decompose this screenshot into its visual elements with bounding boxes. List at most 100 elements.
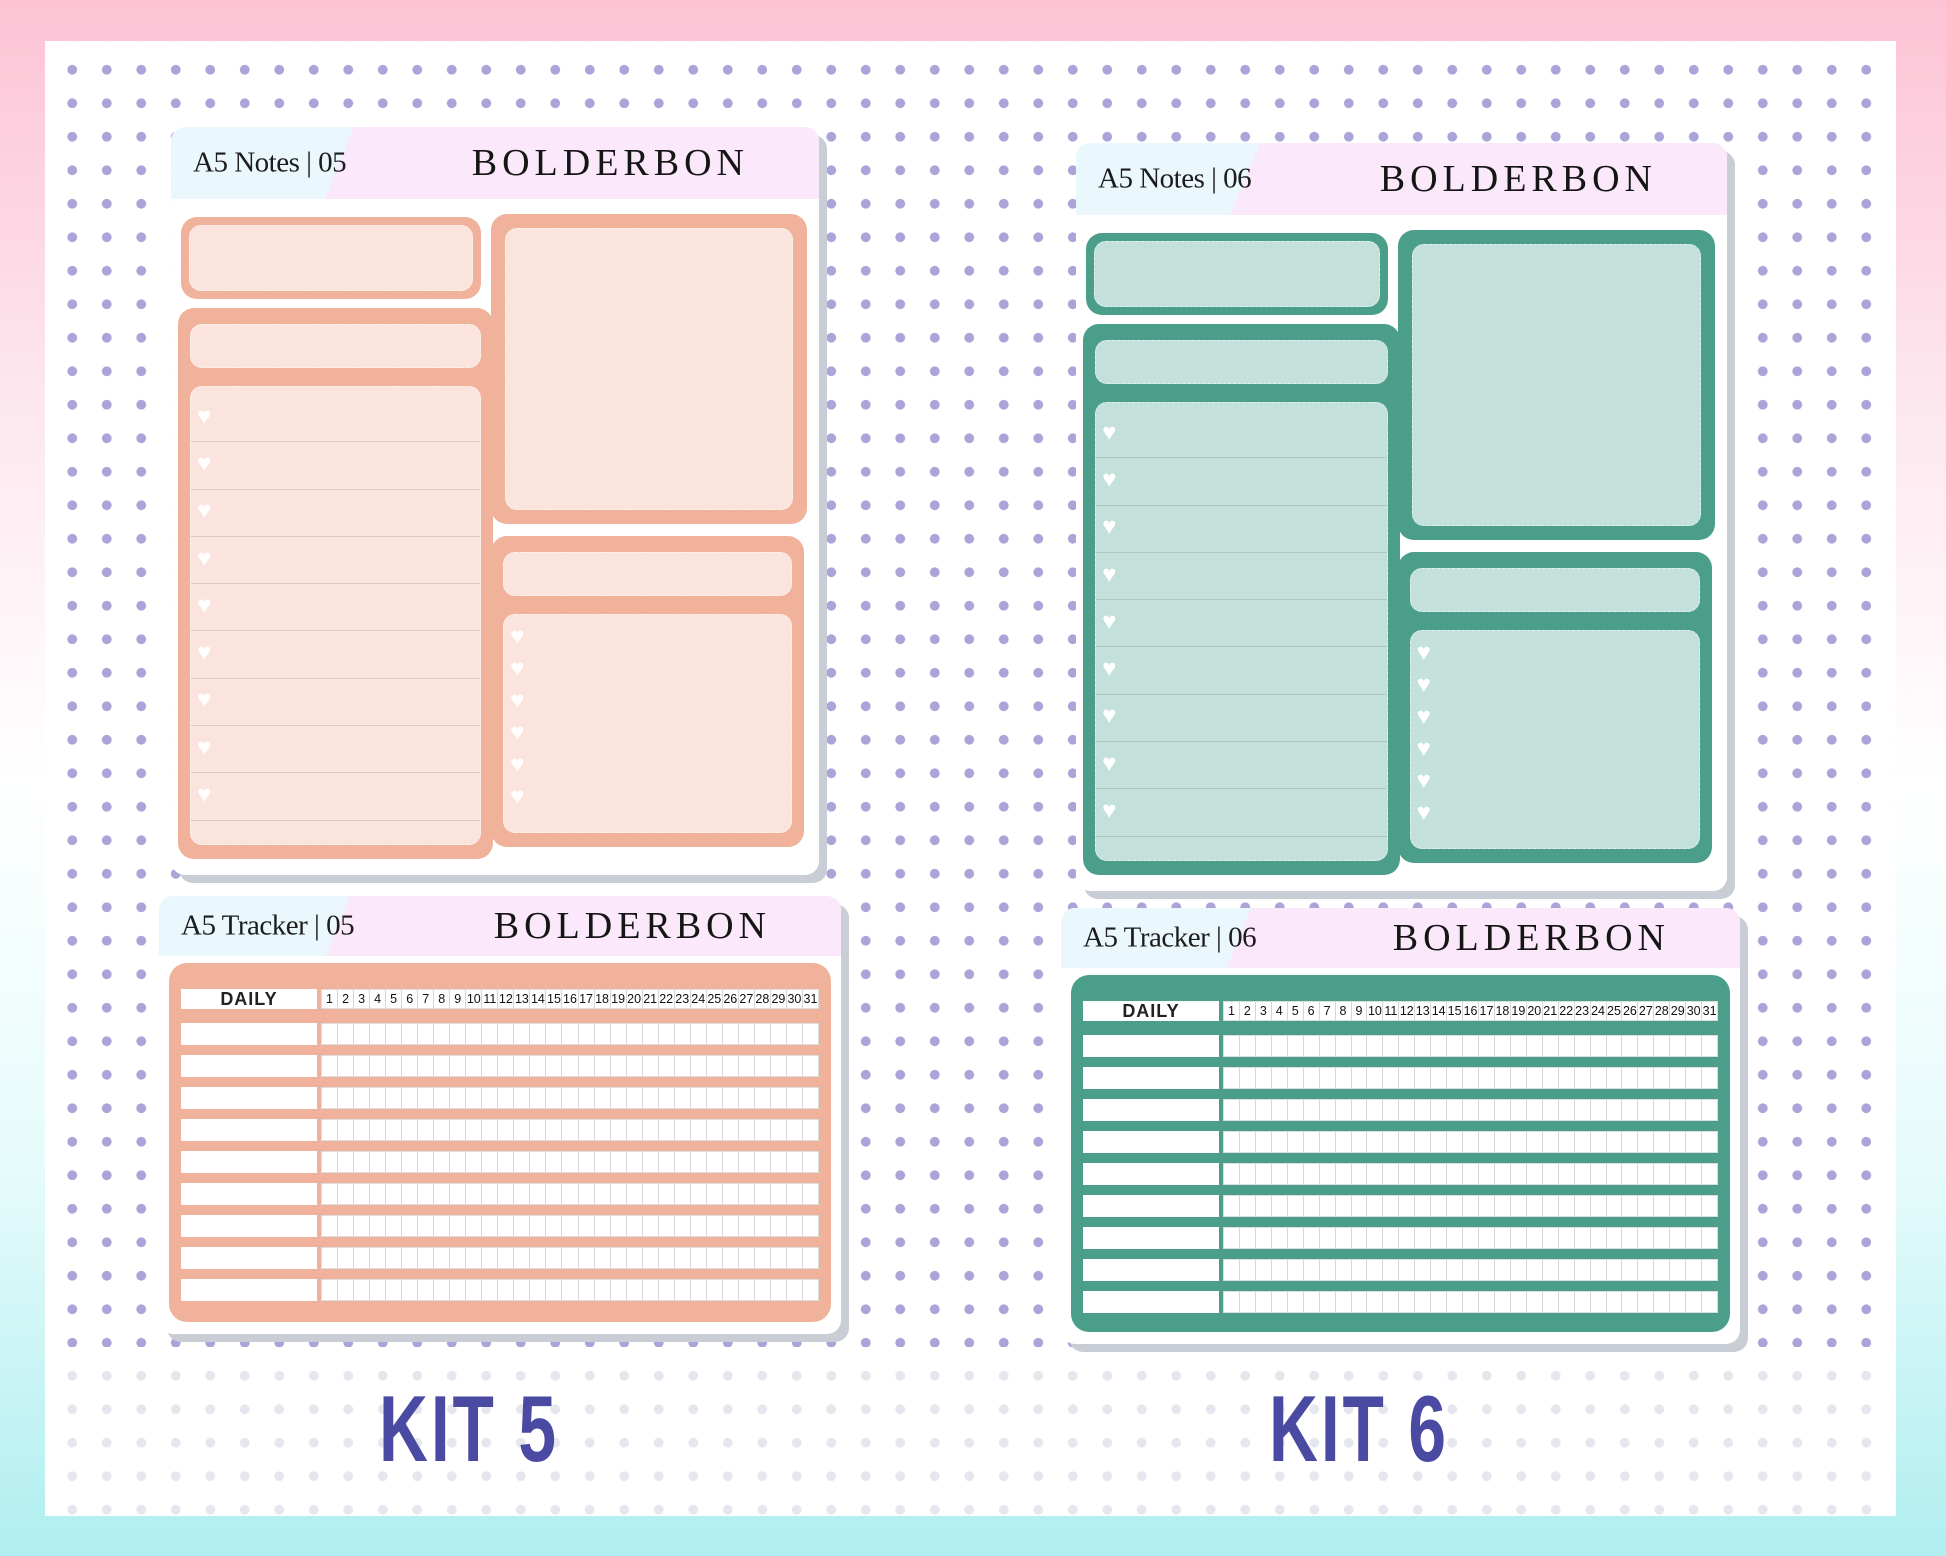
day-checkbox[interactable]	[1352, 1228, 1368, 1248]
day-checkbox[interactable]	[1607, 1196, 1623, 1216]
day-checkbox[interactable]	[338, 1088, 355, 1108]
day-checkbox[interactable]	[1559, 1228, 1575, 1248]
day-checkbox[interactable]	[562, 1088, 579, 1108]
day-checkbox[interactable]	[1638, 1196, 1655, 1216]
day-checkbox[interactable]	[1399, 1260, 1416, 1280]
day-checkbox[interactable]	[482, 1088, 499, 1108]
day-checkbox[interactable]	[1256, 1228, 1272, 1248]
day-checkbox[interactable]	[739, 1184, 755, 1204]
day-checkbox[interactable]	[787, 1280, 803, 1300]
day-checkbox[interactable]	[1288, 1260, 1304, 1280]
day-checkbox[interactable]	[1431, 1068, 1448, 1088]
day-checkbox[interactable]	[402, 1152, 419, 1172]
day-checkbox[interactable]	[1288, 1164, 1304, 1184]
day-checkbox[interactable]	[723, 1024, 739, 1044]
day-checkbox[interactable]	[1511, 1292, 1527, 1312]
day-checkbox[interactable]	[498, 1152, 515, 1172]
day-checkbox[interactable]	[1622, 1100, 1639, 1120]
day-checkbox[interactable]	[755, 1120, 771, 1140]
day-checkbox[interactable]	[402, 1120, 419, 1140]
day-checkbox[interactable]	[418, 1024, 435, 1044]
day-checkbox[interactable]	[1431, 1132, 1448, 1152]
day-checkbox[interactable]	[498, 1024, 515, 1044]
day-checkbox[interactable]	[595, 1152, 611, 1172]
day-checkbox[interactable]	[1240, 1132, 1256, 1152]
day-checkbox[interactable]	[1463, 1132, 1479, 1152]
day-checkbox[interactable]	[1383, 1292, 1400, 1312]
day-checkbox[interactable]	[322, 1216, 339, 1236]
day-checkbox[interactable]	[1654, 1260, 1671, 1280]
day-checkbox[interactable]	[1224, 1164, 1240, 1184]
day-checkbox[interactable]	[514, 1024, 531, 1044]
day-checkbox[interactable]	[322, 1280, 339, 1300]
day-checkbox[interactable]	[1256, 1196, 1272, 1216]
day-checkbox[interactable]	[627, 1184, 643, 1204]
day-checkbox[interactable]	[514, 1056, 531, 1076]
day-checkbox[interactable]	[1543, 1228, 1559, 1248]
day-checkbox[interactable]	[1495, 1228, 1511, 1248]
day-checkbox[interactable]	[530, 1088, 547, 1108]
day-checkbox[interactable]	[402, 1184, 419, 1204]
habit-label-field[interactable]	[1083, 1035, 1219, 1057]
day-checkbox[interactable]	[1670, 1292, 1687, 1312]
day-checkbox[interactable]	[1288, 1228, 1304, 1248]
day-checkbox[interactable]	[771, 1056, 787, 1076]
day-checkbox[interactable]	[1575, 1132, 1591, 1152]
day-checkbox[interactable]	[1336, 1036, 1352, 1056]
day-checkbox[interactable]	[1352, 1036, 1368, 1056]
day-checkbox[interactable]	[739, 1152, 755, 1172]
day-checkbox[interactable]	[1591, 1164, 1607, 1184]
day-checkbox[interactable]	[1352, 1292, 1368, 1312]
day-checkbox[interactable]	[466, 1216, 483, 1236]
day-checkbox[interactable]	[546, 1184, 563, 1204]
day-checkbox[interactable]	[322, 1120, 339, 1140]
day-checkbox[interactable]	[1431, 1260, 1448, 1280]
day-checkbox[interactable]	[595, 1088, 611, 1108]
day-checkbox[interactable]	[1527, 1100, 1543, 1120]
day-checkbox[interactable]	[1447, 1036, 1464, 1056]
day-checkbox[interactable]	[354, 1088, 371, 1108]
day-checkbox[interactable]	[787, 1056, 803, 1076]
day-checkbox[interactable]	[1336, 1132, 1352, 1152]
day-checkbox[interactable]	[1399, 1132, 1416, 1152]
habit-label-field[interactable]	[1083, 1163, 1219, 1185]
day-checkbox[interactable]	[787, 1184, 803, 1204]
day-checkbox[interactable]	[595, 1120, 611, 1140]
day-checkbox[interactable]	[386, 1184, 403, 1204]
day-checkbox[interactable]	[1702, 1228, 1717, 1248]
day-checkbox[interactable]	[595, 1056, 611, 1076]
day-checkbox[interactable]	[723, 1248, 739, 1268]
day-checkbox[interactable]	[707, 1248, 723, 1268]
day-checkbox[interactable]	[418, 1120, 435, 1140]
day-checkbox[interactable]	[1511, 1068, 1527, 1088]
day-checkbox[interactable]	[514, 1280, 531, 1300]
habit-label-field[interactable]	[181, 1151, 317, 1173]
day-checkbox[interactable]	[1320, 1196, 1336, 1216]
day-checkbox[interactable]	[546, 1088, 563, 1108]
day-checkbox[interactable]	[418, 1088, 435, 1108]
day-checkbox[interactable]	[707, 1120, 723, 1140]
day-checkbox[interactable]	[1383, 1100, 1400, 1120]
day-checkbox[interactable]	[370, 1088, 387, 1108]
day-checkbox[interactable]	[1383, 1036, 1400, 1056]
day-checkbox[interactable]	[466, 1024, 483, 1044]
day-checkbox[interactable]	[1702, 1164, 1717, 1184]
day-checkbox[interactable]	[1479, 1260, 1495, 1280]
day-checkbox[interactable]	[562, 1280, 579, 1300]
day-checkbox[interactable]	[611, 1248, 627, 1268]
day-checkbox[interactable]	[1288, 1132, 1304, 1152]
day-checkbox[interactable]	[1638, 1164, 1655, 1184]
day-checkbox[interactable]	[434, 1248, 451, 1268]
day-checkbox[interactable]	[1495, 1196, 1511, 1216]
day-checkbox[interactable]	[498, 1216, 515, 1236]
day-checkbox[interactable]	[1431, 1228, 1448, 1248]
day-checkbox[interactable]	[1256, 1164, 1272, 1184]
day-checkbox[interactable]	[1463, 1260, 1479, 1280]
day-checkbox[interactable]	[803, 1216, 818, 1236]
day-checkbox[interactable]	[354, 1216, 371, 1236]
day-checkbox[interactable]	[434, 1024, 451, 1044]
day-checkbox[interactable]	[546, 1056, 563, 1076]
day-checkbox[interactable]	[322, 1024, 339, 1044]
tracker-row[interactable]	[1083, 1291, 1718, 1313]
day-checkbox[interactable]	[1352, 1068, 1368, 1088]
